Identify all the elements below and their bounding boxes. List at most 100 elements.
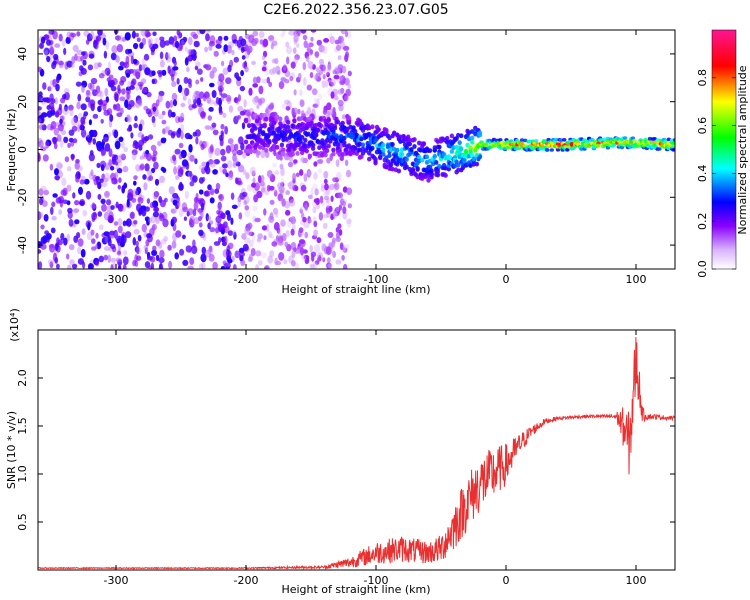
spectrogram-noise-cell (319, 64, 324, 70)
spectrogram-noise-cell (335, 259, 342, 265)
spectrogram-signal-cell (434, 160, 439, 165)
spectrogram-noise-cell (209, 188, 215, 196)
spectrogram-noise-cell (139, 84, 143, 90)
spectrogram-signal-cell (624, 139, 629, 144)
spectrogram-noise-cell (232, 153, 237, 162)
spectrogram-noise-cell (227, 138, 234, 145)
spectrogram-noise-cell (56, 263, 60, 269)
spectrogram-noise-cell (175, 230, 182, 238)
spectrogram-noise-cell (298, 72, 302, 80)
spectrogram-noise-cell (266, 170, 273, 178)
spectrogram-noise-cell (212, 261, 218, 269)
spectrogram-noise-cell (221, 223, 226, 230)
spectrogram-noise-cell (307, 194, 313, 199)
spectrogram-noise-cell (158, 113, 164, 120)
spectrogram-signal-cell (437, 144, 442, 150)
spectrogram-noise-cell (261, 55, 266, 61)
spectrogram-noise-cell (123, 182, 128, 189)
spectrogram-noise-cell (59, 118, 63, 125)
spectrogram-noise-cell (138, 144, 143, 151)
spectrogram-signal-cell (470, 139, 475, 145)
spectrogram-noise-cell (274, 170, 280, 176)
spectrogram-noise-cell (312, 183, 318, 190)
spectrogram-noise-cell (344, 54, 349, 63)
spectrogram-noise-cell (135, 102, 139, 108)
snr-axes: -300 -200 -100 0 100 0.5 1.0 1.5 2.0 (16, 330, 675, 587)
spectrogram-noise-cell (150, 215, 157, 224)
spectrogram-noise-cell (165, 100, 171, 109)
spectrogram-signal-cell (310, 146, 316, 151)
spectrogram-noise-cell (77, 258, 84, 265)
spectrogram-noise-cell (252, 83, 259, 88)
spectrogram-noise-cell (138, 123, 143, 132)
spectrogram-noise-cell (38, 211, 42, 221)
spectrogram-signal-cell (519, 141, 525, 146)
spectrogram-signal-cell (412, 144, 417, 149)
spectrogram-noise-cell (113, 129, 119, 139)
spectrogram-noise-cell (50, 227, 56, 234)
spectrogram-noise-cell (258, 98, 263, 106)
spectrogram-noise-cell (240, 142, 245, 151)
spectrogram-noise-cell (213, 159, 220, 165)
spectrogram-noise-cell (164, 40, 170, 46)
spectrogram-noise-cell (312, 201, 317, 208)
spectrogram-noise-cell (56, 75, 60, 84)
spectrogram-noise-cell (102, 136, 109, 143)
spectrogram-noise-cell (273, 187, 277, 193)
spectrogram-noise-cell (335, 171, 342, 181)
spectrogram-noise-cell (227, 258, 233, 264)
spectrogram-noise-cell (172, 99, 178, 107)
spectrogram-noise-cell (138, 64, 143, 72)
spectrogram-noise-cell (82, 209, 88, 217)
spectrogram-noise-cell (303, 77, 307, 86)
spectrogram-noise-cell (74, 200, 80, 206)
spectrogram-noise-cell (122, 256, 129, 266)
spectrogram-signal-cell (326, 131, 331, 136)
spectrogram-noise-cell (290, 216, 295, 222)
spectrogram-noise-cell (141, 223, 147, 233)
spectrogram-noise-cell (142, 87, 148, 93)
spectrogram-noise-cell (150, 50, 155, 56)
spectrogram-noise-cell (306, 106, 312, 115)
spectrogram-noise-cell (66, 184, 72, 192)
spectrogram-noise-cell (148, 39, 152, 48)
spectrogram-noise-cell (167, 244, 172, 251)
spectrogram-noise-cell (233, 56, 239, 63)
spectrogram-noise-cell (149, 201, 155, 209)
snr-frame (37, 329, 676, 571)
spectrogram-noise-cell (113, 229, 118, 239)
spectrogram-signal-cell (565, 148, 570, 152)
spectrogram-noise-cell (176, 129, 181, 138)
spectrogram-noise-cell (237, 196, 242, 203)
spectrogram-noise-cell (187, 78, 192, 85)
spectrogram-noise-cell (113, 92, 119, 101)
spectrogram-noise-cell (73, 115, 79, 123)
y-tick-label: 40 (16, 47, 29, 61)
spectrogram-noise-cell (272, 66, 276, 75)
spectrogram-noise-cell (247, 256, 253, 262)
spectrogram-noise-cell (217, 201, 222, 211)
spectrogram-noise-cell (237, 115, 242, 120)
spectrogram-noise-cell (40, 185, 47, 191)
spectrogram-noise-cell (52, 193, 58, 198)
spectrogram-noise-cell (305, 55, 310, 63)
spectrogram-noise-cell (159, 212, 163, 219)
spectrogram-noise-cell (312, 103, 319, 108)
spectrogram-noise-cell (201, 246, 207, 255)
spectrogram-signal-cell (393, 153, 398, 159)
spectrogram-signal-cell (292, 118, 297, 123)
spectrogram-noise-cell (223, 35, 229, 41)
spectrogram-noise-cell (339, 75, 344, 82)
spectrogram-noise-cell (263, 235, 267, 241)
spectrogram-noise-cell (245, 172, 250, 180)
spectrogram-noise-cell (109, 165, 115, 171)
spectrogram-noise-cell (261, 66, 267, 72)
spectrogram-noise-cell (220, 81, 225, 86)
colorbar-label: Normalized spectral amplitude (736, 65, 749, 234)
spectrogram-noise-cell (298, 239, 306, 245)
spectrogram-noise-cell (76, 232, 81, 239)
spectrogram-noise-cell (99, 90, 104, 99)
spectrogram-noise-cell (135, 240, 139, 247)
spectrogram-noise-cell (151, 154, 157, 162)
